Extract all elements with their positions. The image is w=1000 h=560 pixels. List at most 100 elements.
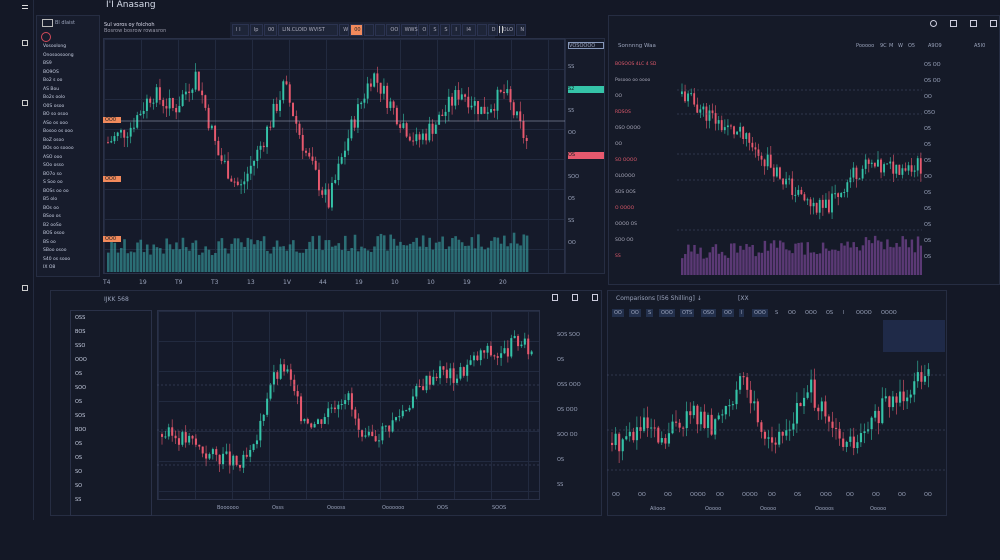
sidebar-item[interactable]: SOo osso bbox=[43, 163, 64, 168]
toolbar-button[interactable]: OOO bbox=[752, 309, 768, 317]
toolbar-button[interactable]: OO bbox=[788, 310, 796, 316]
toolbar-button[interactable]: 00 bbox=[264, 24, 278, 36]
toolbar-button[interactable]: W bbox=[339, 24, 350, 36]
toolbar-button[interactable]: O bbox=[418, 24, 429, 36]
toolbar-button[interactable]: 00 bbox=[350, 24, 364, 36]
toolbar-button[interactable]: OO bbox=[386, 24, 400, 36]
candle bbox=[707, 414, 710, 428]
candle bbox=[646, 417, 649, 429]
candle bbox=[442, 366, 445, 370]
sidebar-item[interactable]: AS Bou bbox=[43, 86, 60, 92]
sidebar-item[interactable]: BOs oo soooo bbox=[43, 146, 74, 151]
toolbar-button[interactable]: OO bbox=[629, 309, 641, 317]
toolbar-button[interactable] bbox=[375, 24, 386, 36]
toolbar-button[interactable] bbox=[476, 24, 487, 36]
sidebar-item[interactable]: BOs oo bbox=[43, 205, 59, 211]
toolbar-button[interactable]: OS bbox=[826, 310, 834, 316]
sidebar-item[interactable]: BSoo os bbox=[43, 214, 61, 219]
toolbar-button[interactable] bbox=[364, 24, 375, 36]
gear-icon[interactable] bbox=[930, 20, 937, 27]
candle bbox=[888, 396, 891, 408]
sidebar-item[interactable]: BO7o so bbox=[43, 171, 62, 177]
toolbar-button[interactable]: I I bbox=[232, 24, 249, 36]
volume-bar bbox=[253, 244, 256, 272]
candle bbox=[754, 147, 757, 150]
toolbar-button[interactable]: I bbox=[739, 309, 745, 317]
price-label: SS bbox=[568, 64, 575, 70]
toolbar-button[interactable]: N bbox=[516, 24, 527, 36]
candle bbox=[916, 158, 919, 171]
sidebar-item[interactable]: Bo2s oolo bbox=[43, 95, 65, 100]
toolbar-button[interactable]: D bbox=[487, 24, 498, 36]
sidebar-item[interactable]: S Soo oo bbox=[43, 180, 63, 185]
toolbar-button[interactable]: Ip bbox=[249, 24, 263, 36]
toolbar-button[interactable]: I bbox=[843, 310, 845, 316]
candle bbox=[767, 437, 770, 439]
chart-icon[interactable] bbox=[22, 40, 28, 46]
sidebar-item[interactable]: ASO ooo bbox=[43, 154, 63, 160]
toolbar-button[interactable]: OTS bbox=[680, 309, 695, 317]
sidebar-item[interactable]: Onosoosoong bbox=[43, 52, 74, 58]
flask-icon[interactable] bbox=[950, 20, 957, 27]
candle bbox=[214, 125, 217, 141]
sidebar-item[interactable]: Vosoolong bbox=[43, 44, 67, 49]
toolbar-button[interactable]: I4 bbox=[462, 24, 476, 36]
candle bbox=[191, 435, 194, 439]
sidebar-item[interactable]: BO9OS bbox=[43, 69, 59, 75]
list-icon[interactable] bbox=[22, 100, 28, 106]
filter-icon[interactable] bbox=[572, 294, 578, 301]
candle bbox=[411, 396, 414, 408]
candle bbox=[272, 372, 275, 385]
candle bbox=[788, 178, 791, 180]
toolbar-button[interactable]: S bbox=[429, 24, 440, 36]
volume-bar bbox=[525, 235, 529, 272]
settings-icon[interactable] bbox=[22, 285, 28, 291]
sidebar-item[interactable]: B5 olo bbox=[43, 197, 58, 202]
toolbar-button[interactable]: S bbox=[775, 310, 779, 316]
toolbar-overflow-icon[interactable] bbox=[499, 26, 503, 33]
sidebar-item[interactable]: BO so osoo bbox=[43, 112, 69, 117]
toolbar-button[interactable]: OOOO bbox=[856, 310, 872, 316]
candle bbox=[863, 431, 866, 434]
candle bbox=[702, 106, 705, 110]
toolbar-button[interactable]: WWS bbox=[400, 24, 418, 36]
sidebar-item[interactable]: S40 os sooo bbox=[43, 256, 71, 262]
main-chart[interactable] bbox=[103, 38, 565, 274]
sidebar-item[interactable]: Bo2 s oo bbox=[43, 78, 63, 83]
toolbar-button[interactable]: OOO bbox=[805, 310, 817, 316]
sidebar-item[interactable]: SBoo osoo bbox=[43, 248, 67, 253]
sidebar-item[interactable]: ASo os ooo bbox=[43, 120, 68, 126]
volume-bar bbox=[207, 249, 211, 272]
candle bbox=[913, 381, 916, 395]
sidebar-item[interactable]: BOSs oo oo bbox=[43, 188, 69, 194]
chart-add-icon[interactable] bbox=[970, 20, 977, 27]
volume-bar bbox=[191, 242, 194, 272]
sidebar-item[interactable]: BS oo bbox=[43, 239, 56, 245]
toolbar-button[interactable]: OO bbox=[722, 309, 734, 317]
toolbar-button[interactable]: LIN.CLOID WVIST bbox=[278, 24, 339, 36]
sidebar-item[interactable]: B2 ooSo bbox=[43, 222, 62, 228]
sidebar-item[interactable]: Bosoo os ooo bbox=[43, 129, 73, 134]
candle bbox=[256, 149, 259, 161]
alert-icon bbox=[41, 32, 51, 42]
sidebar-item[interactable]: BS9 bbox=[43, 61, 52, 66]
toolbar-button[interactable]: I bbox=[451, 24, 462, 36]
lock-icon[interactable] bbox=[990, 20, 997, 27]
candle bbox=[425, 133, 428, 141]
save-icon[interactable] bbox=[592, 294, 598, 301]
toolbar-button[interactable]: S bbox=[440, 24, 451, 36]
sidebar-item[interactable]: BOS osoo bbox=[43, 231, 65, 236]
toolbar-button[interactable]: OO bbox=[612, 309, 624, 317]
volume-bar bbox=[723, 255, 727, 275]
candle bbox=[408, 136, 411, 141]
sidebar-item[interactable]: BoZ osoo bbox=[43, 137, 64, 143]
menu-icon[interactable] bbox=[22, 5, 28, 9]
toolbar-button[interactable]: OSO bbox=[701, 309, 717, 317]
sidebar-item[interactable]: O0S osoo bbox=[43, 103, 65, 109]
sidebar-item[interactable]: IX O8 bbox=[43, 265, 56, 270]
toolbar-button[interactable]: OOO bbox=[659, 309, 675, 317]
candle bbox=[431, 123, 434, 134]
toolbar-button[interactable]: S bbox=[646, 309, 654, 317]
toolbar-button[interactable]: OOOO bbox=[881, 310, 897, 316]
layout-icon[interactable] bbox=[552, 294, 558, 301]
